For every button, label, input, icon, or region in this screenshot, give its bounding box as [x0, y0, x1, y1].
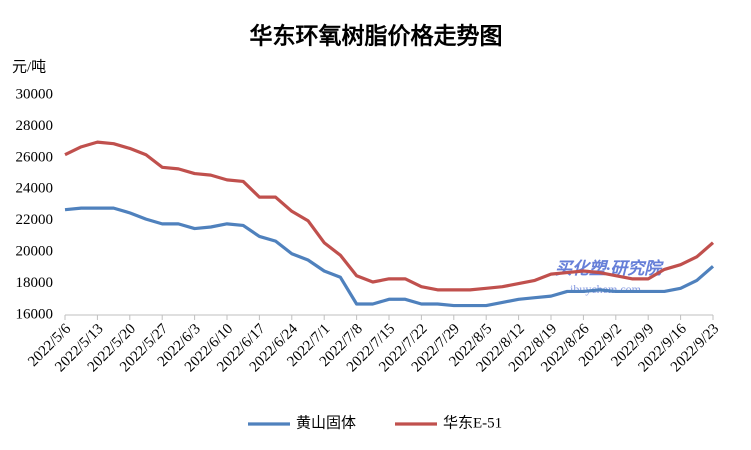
y-unit: 元/吨: [12, 58, 46, 75]
series-line: [64, 206, 715, 308]
y-tick-label: 28000: [16, 118, 54, 134]
legend-label: 华东E-51: [443, 414, 502, 431]
y-tick-label: 20000: [16, 244, 54, 260]
legend-label: 黄山固体: [296, 414, 356, 431]
y-tick-label: 26000: [16, 149, 54, 165]
y-tick-label: 30000: [16, 86, 54, 102]
chart-title: 华东环氧树脂价格走势图: [250, 22, 503, 48]
y-tick-label: 18000: [16, 275, 54, 291]
watermark-site: ibuychem.com: [570, 282, 642, 296]
y-tick-label: 16000: [16, 306, 54, 322]
series-line: [64, 140, 715, 292]
watermark-brand: 买化塑·研究院: [555, 259, 664, 278]
y-tick-label: 22000: [16, 212, 54, 228]
y-tick-label: 24000: [16, 181, 54, 197]
